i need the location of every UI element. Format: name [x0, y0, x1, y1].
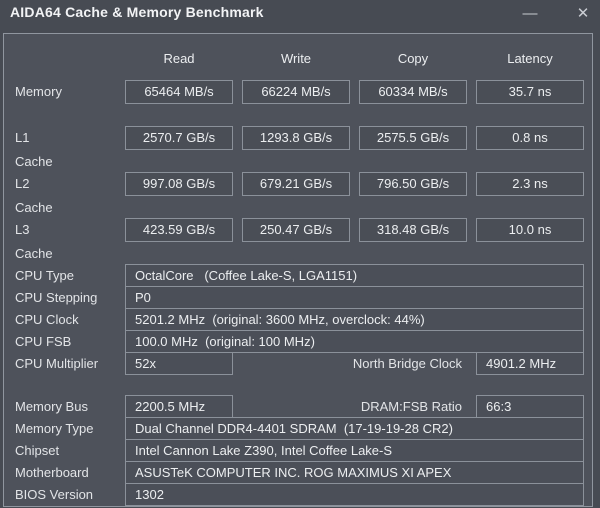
info-row-cpu-fsb: CPU FSB 100.0 MHz (original: 100 MHz) — [4, 330, 592, 353]
close-icon: ✕ — [576, 5, 590, 22]
column-header-write: Write — [280, 51, 312, 66]
dram-fsb-ratio-value: 66:3 — [476, 395, 584, 418]
dram-fsb-ratio-label: DRAM:FSB Ratio — [360, 399, 462, 414]
l2-write-value: 679.21 GB/s — [242, 172, 350, 196]
column-headers: Read Write Copy Latency — [125, 51, 584, 66]
row-label: Memory — [15, 84, 62, 99]
memory-latency-value: 35.7 ns — [476, 80, 584, 104]
minimize-icon: — — [522, 4, 538, 22]
info-row-bios-version: BIOS Version 1302 — [4, 483, 592, 506]
north-bridge-clock-label: North Bridge Clock — [352, 356, 462, 371]
l3-latency-value: 10.0 ns — [476, 218, 584, 242]
memory-write-value: 66224 MB/s — [242, 80, 350, 104]
info-row-memory-type: Memory Type Dual Channel DDR4-4401 SDRAM… — [4, 417, 592, 440]
l2-read-value: 997.08 GB/s — [125, 172, 233, 196]
row-label: CPU FSB — [15, 334, 72, 349]
benchmark-panel: Read Write Copy Latency Memory 65464 MB/… — [3, 33, 593, 507]
info-row-chipset: Chipset Intel Cannon Lake Z390, Intel Co… — [4, 439, 592, 462]
l1-latency-value: 0.8 ns — [476, 126, 584, 150]
l1-copy-value: 2575.5 GB/s — [359, 126, 467, 150]
memory-read-value: 65464 MB/s — [125, 80, 233, 104]
l3-read-value: 423.59 GB/s — [125, 218, 233, 242]
info-row-memory-bus: Memory Bus 2200.5 MHz DRAM:FSB Ratio 66:… — [4, 395, 592, 418]
column-header-read: Read — [163, 51, 195, 66]
window-title: AIDA64 Cache & Memory Benchmark — [10, 4, 264, 20]
memory-bus-value: 2200.5 MHz — [125, 395, 233, 418]
memory-type-value: Dual Channel DDR4-4401 SDRAM (17-19-19-2… — [125, 417, 584, 440]
memory-copy-value: 60334 MB/s — [359, 80, 467, 104]
cpu-stepping-value: P0 — [125, 286, 584, 309]
row-label: CPU Stepping — [15, 290, 98, 305]
l3-write-value: 250.47 GB/s — [242, 218, 350, 242]
row-label: L1 Cache — [15, 130, 53, 169]
row-label: Memory Type — [15, 421, 94, 436]
info-row-cpu-stepping: CPU Stepping P0 — [4, 286, 592, 309]
l2-copy-value: 796.50 GB/s — [359, 172, 467, 196]
row-label: Chipset — [15, 443, 60, 458]
l1-write-value: 1293.8 GB/s — [242, 126, 350, 150]
cpu-type-value: OctalCore (Coffee Lake-S, LGA1151) — [125, 264, 584, 287]
row-label: CPU Multiplier — [15, 356, 99, 371]
row-label: Memory Bus — [15, 399, 88, 414]
row-label: CPU Type — [15, 268, 75, 283]
l2-latency-value: 2.3 ns — [476, 172, 584, 196]
info-row-motherboard: Motherboard ASUSTeK COMPUTER INC. ROG MA… — [4, 461, 592, 484]
close-button[interactable]: ✕ — [566, 0, 600, 26]
title-bar[interactable]: AIDA64 Cache & Memory Benchmark — ✕ — [0, 0, 600, 30]
row-label: L3 Cache — [15, 222, 53, 261]
minimize-button[interactable]: — — [513, 0, 547, 26]
info-row-cpu-clock: CPU Clock 5201.2 MHz (original: 3600 MHz… — [4, 308, 592, 331]
cpu-multiplier-value: 52x — [125, 352, 233, 375]
row-label: CPU Clock — [15, 312, 79, 327]
column-header-copy: Copy — [397, 51, 429, 66]
row-label: BIOS Version — [15, 487, 94, 502]
info-row-cpu-type: CPU Type OctalCore (Coffee Lake-S, LGA11… — [4, 264, 592, 287]
bios-version-value: 1302 — [125, 483, 584, 506]
chipset-value: Intel Cannon Lake Z390, Intel Coffee Lak… — [125, 439, 584, 462]
row-label: Motherboard — [15, 465, 89, 480]
cpu-clock-value: 5201.2 MHz (original: 3600 MHz, overcloc… — [125, 308, 584, 331]
info-row-cpu-multiplier: CPU Multiplier 52x North Bridge Clock 49… — [4, 352, 592, 375]
column-header-latency: Latency — [507, 51, 553, 66]
cpu-fsb-value: 100.0 MHz (original: 100 MHz) — [125, 330, 584, 353]
row-label: L2 Cache — [15, 176, 53, 215]
l3-copy-value: 318.48 GB/s — [359, 218, 467, 242]
l1-read-value: 2570.7 GB/s — [125, 126, 233, 150]
motherboard-value: ASUSTeK COMPUTER INC. ROG MAXIMUS XI APE… — [125, 461, 584, 484]
north-bridge-clock-value: 4901.2 MHz — [476, 352, 584, 375]
